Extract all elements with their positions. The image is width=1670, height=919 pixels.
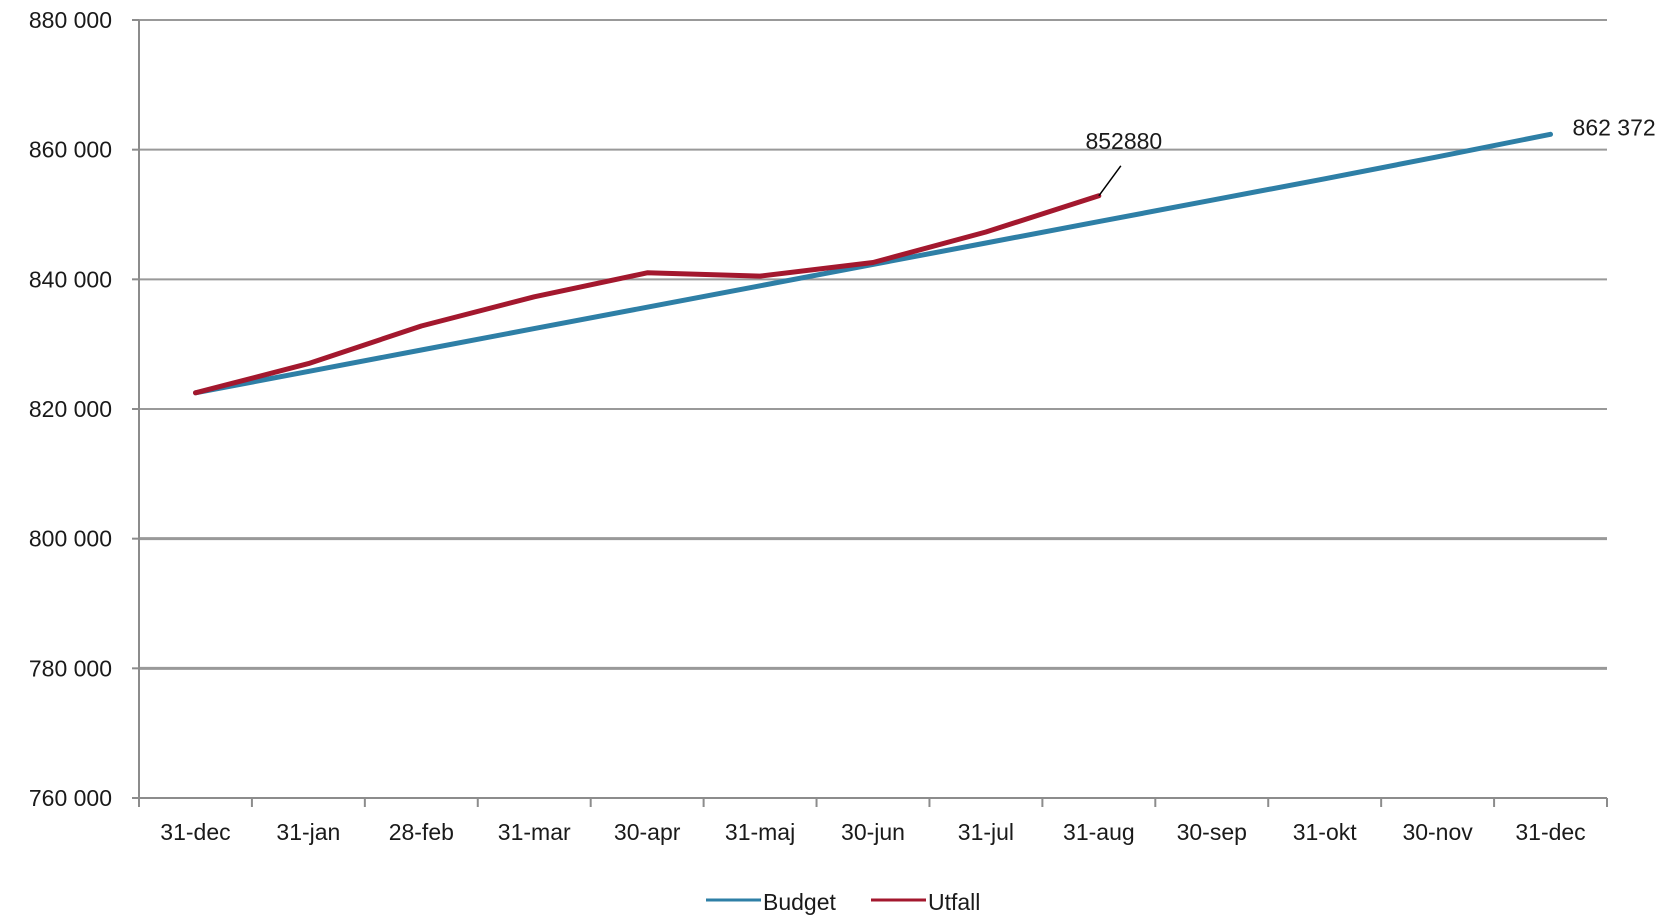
y-tick-label: 820 000	[29, 396, 112, 422]
y-tick-label: 880 000	[29, 7, 112, 33]
x-tick-label: 28-feb	[389, 819, 454, 845]
data-label: 852880	[1085, 128, 1162, 154]
x-tick-label: 31-jul	[958, 819, 1014, 845]
y-tick-label: 760 000	[29, 785, 112, 811]
x-tick-label: 31-maj	[725, 819, 795, 845]
legend: Budget Utfall	[706, 889, 980, 915]
x-tick-label: 31-jan	[276, 819, 340, 845]
x-tick-label: 30-sep	[1177, 819, 1247, 845]
x-axis: 31-dec 31-jan 28-feb 31-mar 30-apr 31-maj 30-j…	[138, 797, 1608, 845]
x-tick-label: 31-okt	[1293, 819, 1358, 845]
x-tick-label: 30-jun	[841, 819, 905, 845]
y-tick-label: 800 000	[29, 526, 112, 552]
y-tick-label: 860 000	[29, 137, 112, 163]
x-tick-label: 31-dec	[1515, 819, 1585, 845]
x-tick-label: 31-dec	[160, 819, 230, 845]
y-tick-label: 840 000	[29, 266, 112, 292]
series-line-utfall	[193, 193, 1102, 396]
gridlines	[139, 19, 1607, 670]
x-tick-label: 30-apr	[614, 819, 681, 845]
data-label-leader	[1098, 165, 1122, 197]
y-axis: 760 000 780 000 800 000 820 000 840 000 860 0…	[29, 7, 140, 811]
y-tick-label: 780 000	[29, 655, 112, 681]
x-tick-label: 31-aug	[1063, 819, 1135, 845]
legend-label: Budget	[763, 889, 837, 915]
x-tick-label: 31-mar	[498, 819, 571, 845]
x-tick-label: 30-nov	[1402, 819, 1473, 845]
data-label: 862 372	[1573, 114, 1656, 140]
series-lines	[193, 131, 1553, 396]
legend-label: Utfall	[928, 889, 980, 915]
data-labels: 852880 862 372	[1085, 114, 1656, 197]
